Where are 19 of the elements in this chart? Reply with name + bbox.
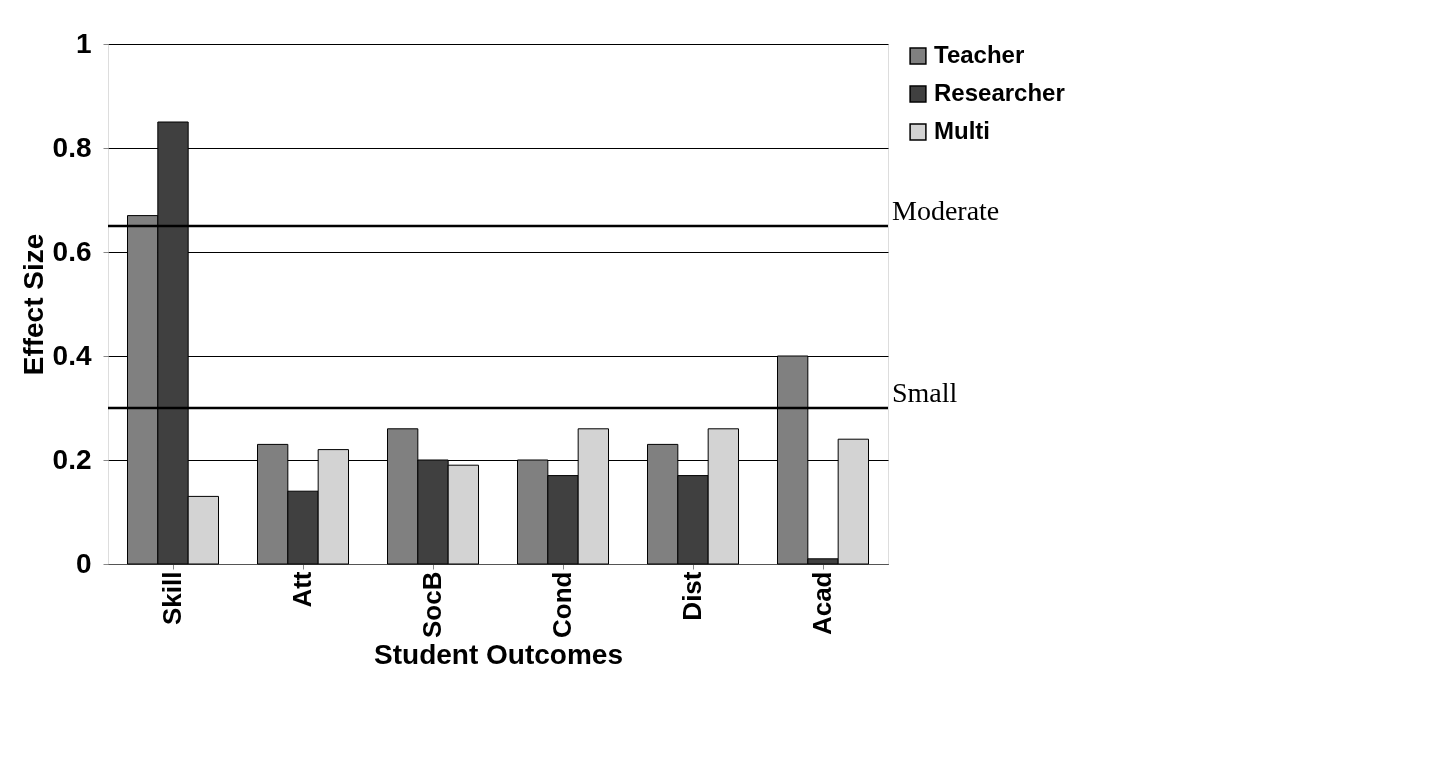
- x-tick-label: SocB: [417, 571, 447, 638]
- x-tick-label: Cond: [547, 571, 577, 638]
- y-tick-label: 0: [75, 547, 92, 579]
- x-tick-label: Skill: [157, 571, 187, 625]
- y-tick-label: 0.8: [52, 131, 92, 163]
- ref-line-label: Small: [892, 377, 958, 408]
- y-tick-label: 0.4: [52, 339, 92, 371]
- y-tick-label: 1: [75, 27, 92, 59]
- ref-line-label: Moderate: [892, 195, 1000, 226]
- y-axis-title: Effect Size: [17, 233, 49, 376]
- legend-label: Researcher: [934, 79, 1065, 106]
- y-tick-label: 0.2: [52, 443, 92, 475]
- legend-label: Teacher: [934, 41, 1025, 68]
- x-tick-label: Dist: [677, 571, 707, 621]
- x-axis-title: Student Outcomes: [374, 638, 623, 670]
- x-tick-label: Acad: [807, 571, 837, 636]
- x-tick-label: Att: [287, 571, 317, 608]
- legend-label: Multi: [934, 117, 990, 144]
- y-tick-label: 0.6: [52, 235, 92, 267]
